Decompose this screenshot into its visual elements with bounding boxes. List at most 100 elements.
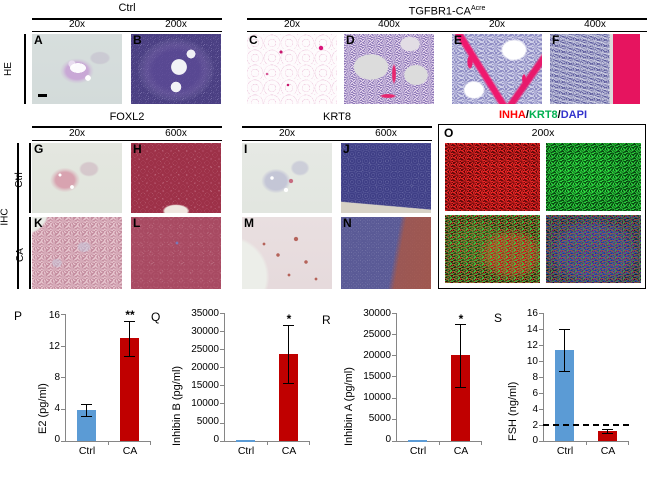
panel-I[interactable]: I xyxy=(242,143,332,213)
panel-K[interactable]: K xyxy=(32,217,122,289)
ihc-mag-1: 600x xyxy=(165,128,187,139)
he-mag-5: 400x xyxy=(584,19,606,30)
chart-Q-bar-ca[interactable] xyxy=(279,354,298,441)
panel-B[interactable]: B xyxy=(131,34,221,104)
he-mag-rule-right xyxy=(247,31,647,32)
chart-S: S FSH (ng/ml) 16 14 12 10 8 6 4 2 0 Ctrl… xyxy=(484,306,644,476)
group-header-mutant-rule xyxy=(247,18,647,20)
chart-S-bar-ca[interactable] xyxy=(598,431,617,441)
panel-N[interactable]: N xyxy=(341,217,431,289)
ca-row-bracket xyxy=(29,217,31,289)
chart-Q-tick-6 xyxy=(220,331,224,332)
chart-P-letter: P xyxy=(14,309,23,323)
chart-R-xtick-mid xyxy=(439,441,440,445)
chart-P-tick-1 xyxy=(61,409,65,410)
he-row-label: HE xyxy=(2,62,14,76)
chart-P: P E2 (pg/ml) 16 12 8 4 0 ** Ctrl CA xyxy=(14,306,154,476)
chart-R-tick-5 xyxy=(392,334,396,335)
chart-S-xtick-ctrl: Ctrl xyxy=(556,445,574,457)
panel-O[interactable]: O 200x xyxy=(438,124,646,289)
chart-P-ytick-3: 12 xyxy=(48,341,60,352)
chart-S-tick-2 xyxy=(539,409,543,410)
panel-C[interactable]: C xyxy=(247,34,337,104)
chart-P-errcap-ca-top xyxy=(124,321,135,322)
chart-R-ytick-3: 15000 xyxy=(363,371,391,382)
panel-I-letter: I xyxy=(244,143,248,156)
panel-H-letter: H xyxy=(133,143,142,156)
chart-Q-bar-ctrl[interactable] xyxy=(236,440,255,442)
chart-Q-yaxis xyxy=(224,313,225,442)
chart-P-ytick-4: 16 xyxy=(48,310,60,321)
chart-Q-ytick-0: 0 xyxy=(213,434,219,445)
panel-O-dapi-merge-channel[interactable] xyxy=(546,215,641,283)
fluor-header-sep2: / xyxy=(557,109,561,121)
group-header-ctrl-label: Ctrl xyxy=(118,2,136,14)
fluor-header-inha: INHA xyxy=(498,109,526,121)
chart-R-letter: R xyxy=(322,313,331,327)
chart-P-errcap-ctrl-bot xyxy=(81,416,92,417)
chart-P-bar-ctrl[interactable] xyxy=(77,410,96,441)
chart-P-bar-ca[interactable] xyxy=(120,338,139,441)
panel-J[interactable]: J xyxy=(341,143,431,213)
panel-B-letter: B xyxy=(133,34,142,47)
panel-E[interactable]: E xyxy=(452,34,542,104)
chart-R-xtick-ctrl: Ctrl xyxy=(409,445,427,457)
panel-G[interactable]: G xyxy=(32,143,122,213)
chart-S-ytick-4: 8 xyxy=(532,372,538,383)
stain-header-krt8: KRT8 xyxy=(242,112,432,123)
chart-P-errcap-ctrl-top xyxy=(81,404,92,405)
chart-Q-tick-1 xyxy=(220,423,224,424)
panel-D[interactable]: D xyxy=(344,34,434,104)
chart-Q-ytick-5: 25000 xyxy=(191,344,219,355)
chart-R-tick-3 xyxy=(392,376,396,377)
chart-S-tick-4 xyxy=(539,377,543,378)
chart-R-bar-ca[interactable] xyxy=(451,355,470,441)
panel-O-krt8-channel[interactable] xyxy=(546,143,641,211)
chart-S-xtick-mid xyxy=(586,441,587,445)
chart-R-xtick-end xyxy=(481,441,482,445)
chart-S-xtick-ca: CA xyxy=(600,445,616,457)
he-mag-4: 20x xyxy=(488,19,506,30)
fluor-header: INHA/KRT8/DAPI xyxy=(438,110,648,121)
chart-S-ytick-5: 10 xyxy=(526,356,538,367)
panel-H[interactable]: H xyxy=(131,143,221,213)
chart-R-errcap-ca-bot xyxy=(455,387,466,388)
chart-Q-tick-2 xyxy=(220,403,224,404)
chart-Q: Q Inhibin B (pg/ml) 35000 30000 25000 20… xyxy=(150,306,315,476)
chart-P-tick-2 xyxy=(61,377,65,378)
stain-header-foxl2-rule xyxy=(32,126,222,128)
chart-R-errcap-ca-top xyxy=(455,324,466,325)
chart-S-ylabel: FSH (ng/ml) xyxy=(507,381,519,441)
ihc-mag-rule-krt8 xyxy=(242,140,432,141)
panel-O-inha-channel[interactable] xyxy=(445,143,540,211)
panel-O-merge-channel[interactable] xyxy=(445,215,540,283)
panel-F-letter: F xyxy=(552,34,560,47)
chart-S-bar-ctrl[interactable] xyxy=(555,350,574,441)
chart-R: R Inhibin A (pg/ml) 30000 25000 20000 15… xyxy=(322,306,487,476)
chart-Q-err-ca xyxy=(288,325,289,383)
ihc-row-bracket xyxy=(17,143,19,289)
chart-Q-tick-3 xyxy=(220,385,224,386)
he-mag-3: 400x xyxy=(378,19,400,30)
chart-Q-ytick-3: 15000 xyxy=(191,380,219,391)
chart-S-tick-3 xyxy=(539,393,543,394)
group-header-mutant: TGFBR1-CAAcre xyxy=(247,3,647,18)
panel-M[interactable]: M xyxy=(242,217,332,289)
fluor-header-dapi: DAPI xyxy=(560,109,588,121)
panel-A[interactable]: A xyxy=(32,34,122,104)
chart-R-ytick-4: 20000 xyxy=(363,350,391,361)
chart-P-yaxis xyxy=(65,314,66,442)
chart-S-letter: S xyxy=(494,311,503,325)
chart-R-significance-ca: * xyxy=(458,312,464,326)
stain-header-foxl2-label: FOXL2 xyxy=(109,111,145,123)
panel-F[interactable]: F xyxy=(550,34,640,104)
chart-R-bar-ctrl[interactable] xyxy=(408,440,427,442)
chart-S-errcap-ctrl-bot xyxy=(559,371,570,372)
chart-S-ytick-6: 12 xyxy=(526,340,538,351)
chart-S-ytick-2: 4 xyxy=(532,404,538,415)
panel-L[interactable]: L xyxy=(131,217,221,289)
chart-R-tick-6 xyxy=(392,313,396,314)
group-header-ctrl: Ctrl xyxy=(32,3,222,14)
chart-S-ytick-1: 2 xyxy=(532,420,538,431)
fluor-header-sep1: / xyxy=(525,109,529,121)
